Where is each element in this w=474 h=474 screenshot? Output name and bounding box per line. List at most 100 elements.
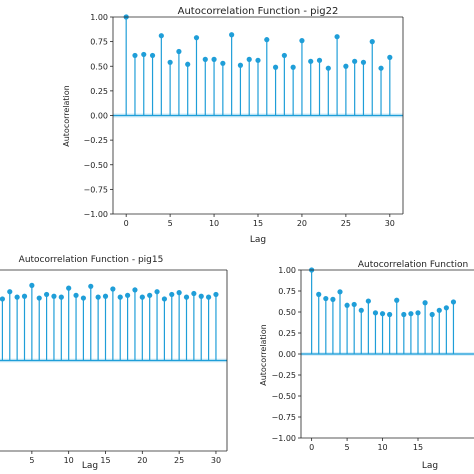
acf-marker <box>205 294 212 300</box>
acf-marker <box>299 38 305 44</box>
x-tick-label: 30 <box>211 456 221 465</box>
y-tick-label: 0.00 <box>90 112 108 121</box>
acf-marker <box>334 34 340 40</box>
acf-marker <box>154 289 160 295</box>
y-tick-label: −0.50 <box>83 161 108 170</box>
acf-marker <box>80 295 87 301</box>
acf-marker <box>255 57 261 63</box>
x-tick-label: 10 <box>64 456 74 465</box>
acf-marker <box>422 300 428 306</box>
acf-marker <box>325 65 331 71</box>
acf-marker <box>14 294 20 300</box>
acf-marker <box>237 62 244 68</box>
acf-marker <box>290 64 296 70</box>
acf-marker <box>124 292 131 298</box>
y-tick-label: 1.00 <box>278 266 296 275</box>
x-tick-label: 0 <box>124 219 129 228</box>
chart-title: Autocorrelation Function <box>358 260 468 270</box>
y-tick-label: 0.25 <box>90 87 108 96</box>
acf-marker <box>147 292 153 298</box>
acf-marker <box>337 289 343 295</box>
acf-marker <box>66 285 72 291</box>
acf-marker <box>281 52 287 59</box>
y-tick-label: 0.50 <box>90 62 108 71</box>
x-axis-label: Lag <box>422 461 438 471</box>
y-tick-label: −1.00 <box>271 434 296 443</box>
acf-chart-pig22: Autocorrelation Function - pig22 Lag Aut… <box>62 6 404 245</box>
acf-marker <box>58 294 64 300</box>
acf-marker <box>372 310 379 316</box>
acf-marker <box>88 283 94 289</box>
acf-marker <box>176 290 182 296</box>
y-tick-label: −0.25 <box>83 136 108 145</box>
y-axis-label: Autocorrelation <box>259 324 268 386</box>
acf-marker <box>436 307 442 313</box>
acf-marker <box>7 289 13 295</box>
acf-marker <box>387 54 393 60</box>
acf-marker <box>183 294 190 300</box>
acf-marker <box>408 311 414 317</box>
x-tick-label: 5 <box>168 219 173 228</box>
x-tick-label: 20 <box>137 456 147 465</box>
x-tick-label: 15 <box>100 456 110 465</box>
y-tick-label: 1.00 <box>90 13 108 22</box>
x-tick-label: 10 <box>209 219 219 228</box>
x-tick-label: 25 <box>174 456 184 465</box>
x-axis-label: Lag <box>82 461 98 471</box>
x-axis-label: Lag <box>250 235 266 245</box>
acf-marker <box>73 292 79 298</box>
acf-marker <box>51 293 57 299</box>
acf-marker <box>213 291 219 298</box>
acf-marker <box>429 311 435 318</box>
y-tick-label: −0.50 <box>271 392 296 401</box>
chart-title: Autocorrelation Function - pig22 <box>178 6 339 17</box>
acf-marker <box>169 291 175 298</box>
acf-marker <box>401 311 407 318</box>
y-axis-label: Autocorrelation <box>62 85 71 147</box>
acf-marker <box>185 61 191 67</box>
y-tick-label: 0.50 <box>278 308 296 317</box>
acf-marker <box>117 294 123 300</box>
acf-marker <box>308 58 314 64</box>
acf-marker <box>191 290 197 297</box>
acf-marker <box>443 305 449 311</box>
x-tick-label: 10 <box>377 443 387 452</box>
acf-marker <box>272 64 279 70</box>
acf-marker <box>365 298 371 304</box>
acf-marker <box>360 59 367 65</box>
acf-marker <box>229 32 235 38</box>
y-tick-label: 0.75 <box>90 38 108 47</box>
acf-marker <box>0 296 6 302</box>
acf-marker <box>351 301 357 308</box>
acf-marker <box>358 307 364 313</box>
x-tick-label: 0 <box>309 443 314 452</box>
y-tick-label: −0.75 <box>83 185 108 194</box>
y-tick-label: 0.75 <box>278 287 296 296</box>
acf-marker <box>176 48 182 55</box>
acf-marker <box>36 295 42 301</box>
acf-marker <box>193 35 200 41</box>
acf-marker <box>378 65 384 71</box>
acf-marker <box>95 294 101 300</box>
acf-marker <box>110 286 116 292</box>
acf-marker <box>316 57 323 63</box>
x-tick-label: 20 <box>297 219 307 228</box>
x-tick-label: 5 <box>345 443 350 452</box>
acf-marker <box>343 63 349 69</box>
acf-marker <box>149 52 156 59</box>
acf-marker <box>139 294 145 300</box>
acf-marker <box>141 51 147 58</box>
acf-chart-right: Autocorrelation Function Lag Autocorrela… <box>259 260 474 471</box>
acf-marker <box>415 310 421 316</box>
chart-title: Autocorrelation Function - pig15 <box>19 255 164 265</box>
acf-marker <box>316 291 322 297</box>
acf-marker <box>220 60 226 66</box>
x-tick-label: 15 <box>413 443 423 452</box>
acf-marker <box>167 59 173 65</box>
acf-marker <box>102 293 109 299</box>
acf-marker <box>369 39 375 45</box>
y-tick-label: −1.00 <box>83 210 108 219</box>
y-tick-label: −0.25 <box>271 371 296 380</box>
acf-marker <box>450 299 457 305</box>
